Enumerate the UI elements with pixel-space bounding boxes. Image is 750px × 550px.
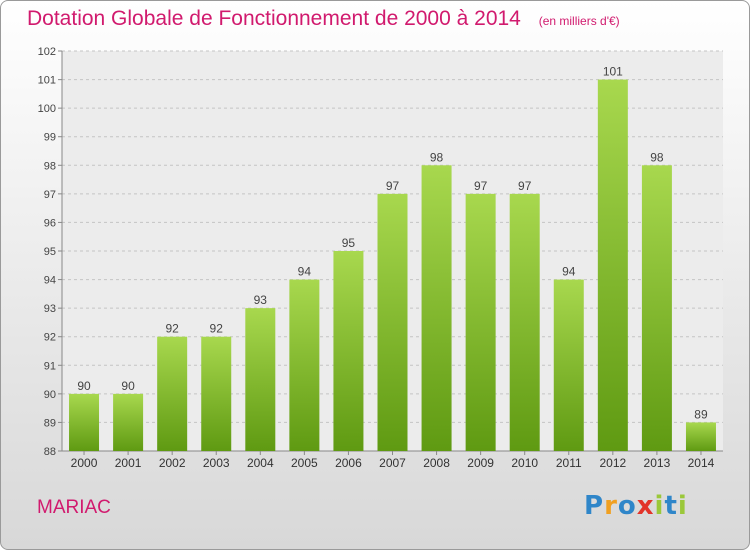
data-label-2010: 97 (518, 179, 532, 193)
x-tick-label-2008: 2008 (423, 456, 450, 470)
logo-letter: t (664, 491, 678, 521)
bar-2005 (289, 279, 320, 451)
bar-2010 (509, 193, 540, 451)
bar-2012 (597, 79, 628, 452)
x-tick-label-2012: 2012 (599, 456, 626, 470)
data-label-2011: 94 (562, 265, 576, 279)
x-tick-label-2003: 2003 (203, 456, 230, 470)
x-tick-label-2013: 2013 (644, 456, 671, 470)
bar-2000 (69, 393, 100, 451)
commune-name: MARIAC (37, 497, 111, 518)
data-label-2007: 97 (386, 179, 400, 193)
logo-letter: i (654, 491, 665, 521)
bar-2009 (465, 193, 496, 451)
y-tick-label: 91 (44, 360, 56, 372)
logo-letter: r (604, 491, 618, 521)
bar-2006 (333, 251, 364, 451)
y-tick-label: 97 (44, 189, 56, 201)
y-tick-label: 101 (38, 75, 56, 87)
y-tick-label: 98 (44, 160, 56, 172)
bar-2001 (113, 393, 144, 451)
bars (69, 79, 716, 452)
data-label-2009: 97 (474, 179, 488, 193)
proxiti-logo: Proxiti (584, 491, 688, 521)
data-label-2002: 92 (165, 322, 179, 336)
logo-letter: x (636, 491, 655, 521)
x-tick-label-2009: 2009 (467, 456, 494, 470)
x-tick-label-2007: 2007 (379, 456, 406, 470)
y-tick-label: 96 (44, 217, 56, 229)
chart-subtitle: (en milliers d'€) (538, 14, 620, 28)
x-tick-label-2011: 2011 (556, 456, 582, 470)
data-label-2008: 98 (430, 150, 444, 164)
y-tick-label: 90 (44, 389, 56, 401)
x-tick-label-2002: 2002 (159, 456, 186, 470)
x-tick-label-2006: 2006 (335, 456, 362, 470)
x-tick-label-2001: 2001 (115, 456, 142, 470)
data-label-2001: 90 (121, 379, 135, 393)
data-label-2004: 93 (254, 293, 268, 307)
logo-letter: P (584, 491, 605, 521)
y-tick-label: 89 (44, 417, 56, 429)
x-tick-label-2000: 2000 (71, 456, 98, 470)
bar-2007 (377, 193, 408, 451)
bar-2014 (685, 422, 716, 451)
chart-title-text: Dotation Globale de Fonctionnement de 20… (27, 7, 521, 30)
x-tick-label-2014: 2014 (688, 456, 715, 470)
y-tick-label: 102 (38, 46, 56, 58)
logo-letter: o (617, 491, 637, 521)
x-tick-label-2005: 2005 (291, 456, 318, 470)
data-label-2012: 101 (603, 65, 623, 79)
x-tick-label-2010: 2010 (511, 456, 538, 470)
data-label-2000: 90 (77, 379, 91, 393)
chart-title: Dotation Globale de Fonctionnement de 20… (27, 7, 620, 31)
y-tick-label: 99 (44, 132, 56, 144)
bar-2008 (421, 165, 452, 452)
data-label-2006: 95 (342, 236, 356, 250)
y-tick-label: 88 (44, 446, 56, 458)
data-label-2013: 98 (650, 150, 664, 164)
bar-2011 (553, 279, 584, 451)
x-tick-label-2004: 2004 (247, 456, 274, 470)
y-tick-label: 95 (44, 246, 56, 258)
bar-2004 (245, 308, 276, 451)
y-tick-label: 93 (44, 303, 56, 315)
y-tick-label: 100 (38, 103, 56, 115)
labels: 90 2000 90 2001 92 2002 92 2003 93 2004 94 2005 95 20… (71, 65, 715, 470)
data-label-2005: 94 (298, 265, 312, 279)
bar-2013 (641, 165, 672, 452)
bar-2003 (201, 336, 232, 451)
data-label-2003: 92 (210, 322, 224, 336)
y-tick-label: 94 (44, 275, 56, 287)
logo-letter: i (677, 491, 688, 521)
data-label-2014: 89 (694, 407, 708, 421)
y-tick-label: 92 (44, 332, 56, 344)
bar-2002 (157, 336, 188, 451)
